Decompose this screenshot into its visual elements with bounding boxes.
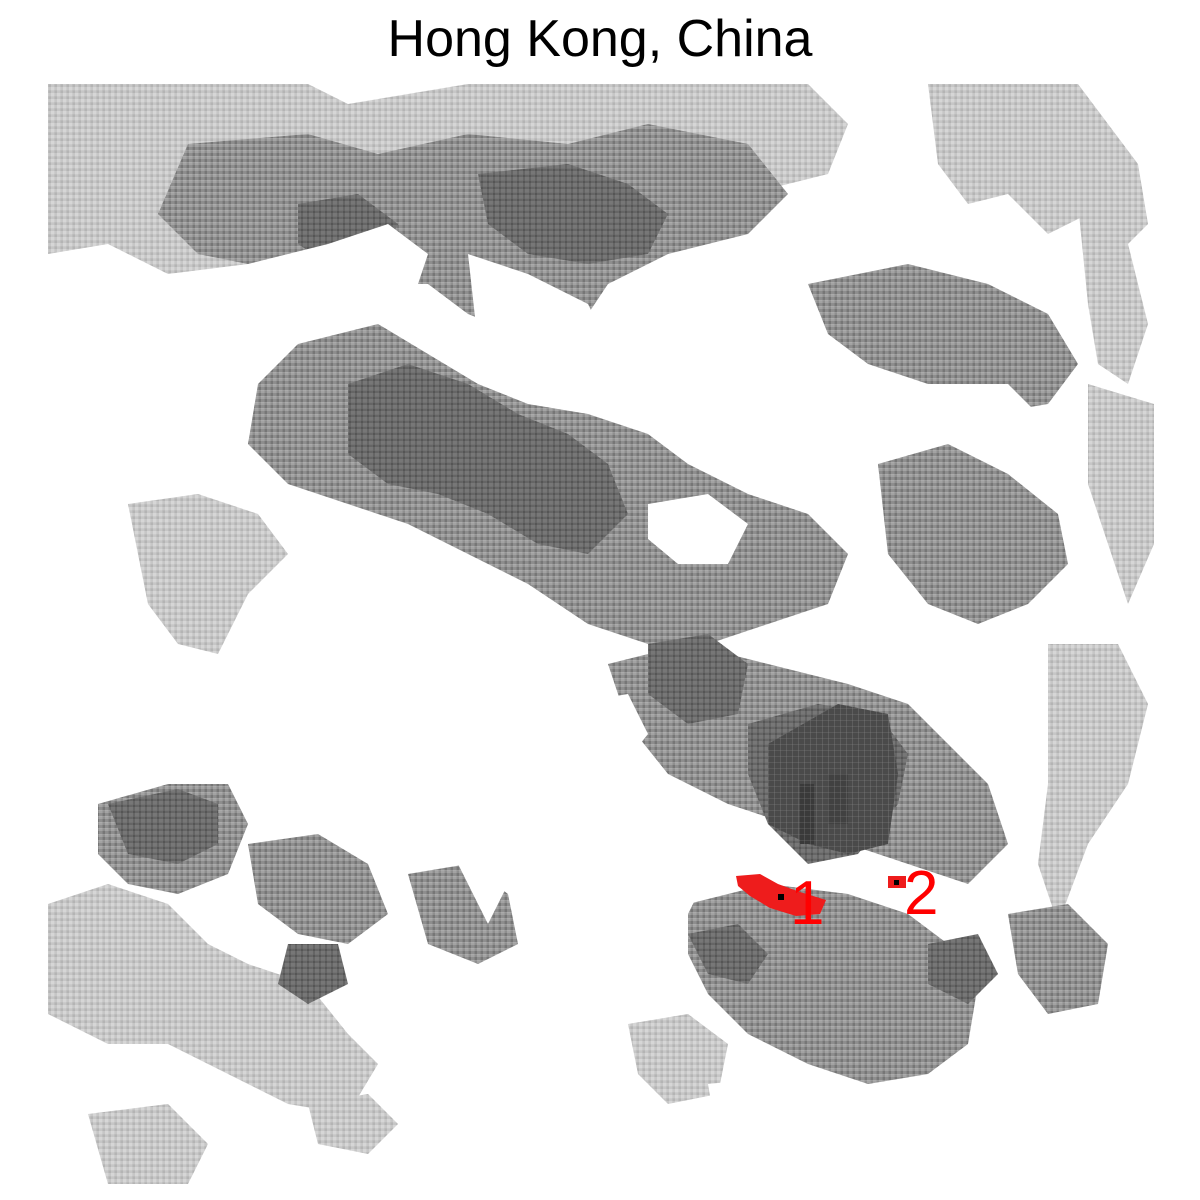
map-title: Hong Kong, China — [387, 10, 813, 68]
hotspot-1[interactable]: 1 — [736, 869, 826, 938]
hotspot-1-marker — [778, 894, 784, 900]
hotspot-1-label: 1 — [790, 869, 824, 938]
raster-grid-overlay — [48, 84, 1154, 1190]
urban-density-map: 1 2 — [48, 84, 1154, 1190]
hotspot-2-label: 2 — [904, 859, 938, 928]
hotspot-2[interactable]: 2 — [888, 859, 938, 928]
hotspot-2-marker — [894, 880, 899, 885]
map-panel: 1 2 — [48, 84, 1154, 1190]
